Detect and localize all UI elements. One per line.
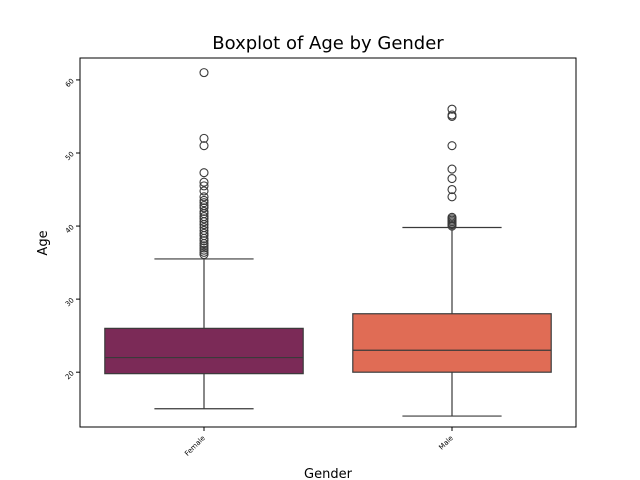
y-axis-label: Age (36, 230, 51, 255)
y-tick-label: 40 (64, 223, 76, 235)
outlier-point (199, 177, 209, 187)
box-iqr (104, 327, 304, 375)
outlier-point (199, 141, 209, 151)
plot-frame (79, 57, 577, 428)
outlier-point (199, 186, 209, 196)
x-tick-label: Female (183, 434, 207, 458)
y-tick-label: 30 (64, 296, 76, 308)
outlier-point (199, 133, 209, 143)
y-tick-label: 50 (64, 150, 76, 162)
outlier-point (199, 239, 209, 249)
outlier-point (447, 192, 457, 202)
y-tick-label: 20 (64, 369, 76, 381)
outlier-point (199, 233, 209, 244)
outlier-point (447, 221, 457, 231)
y-tick-label: 60 (64, 77, 76, 89)
outlier-point (199, 243, 209, 253)
outlier-point (199, 68, 209, 78)
outlier-point (199, 245, 209, 255)
outlier-point (447, 164, 457, 174)
outlier-point (199, 250, 209, 260)
outlier-point (447, 111, 457, 122)
chart-title: Boxplot of Age by Gender (212, 33, 444, 54)
outlier-point (199, 217, 209, 227)
outlier-point (447, 141, 457, 151)
plot-area: 20 30 40 50 60 Female Male (64, 68, 552, 458)
outlier-point (199, 241, 209, 251)
x-tick-label: Male (437, 434, 454, 451)
outlier-point (199, 203, 209, 213)
outlier-point (199, 168, 209, 178)
outlier-point (199, 192, 209, 202)
outlier-point (199, 236, 209, 246)
outlier-point (199, 198, 209, 208)
outlier-point (447, 174, 457, 184)
outlier-point (199, 214, 209, 224)
outlier-point (199, 247, 209, 257)
outlier-point (199, 206, 209, 216)
outlier-point (199, 220, 209, 230)
outlier-point (199, 228, 209, 238)
box-iqr (352, 313, 552, 373)
outlier-point (447, 184, 457, 195)
outlier-point (447, 104, 457, 114)
outlier-point (199, 195, 209, 206)
outlier-point (199, 181, 209, 191)
x-axis-label: Gender (304, 467, 353, 480)
